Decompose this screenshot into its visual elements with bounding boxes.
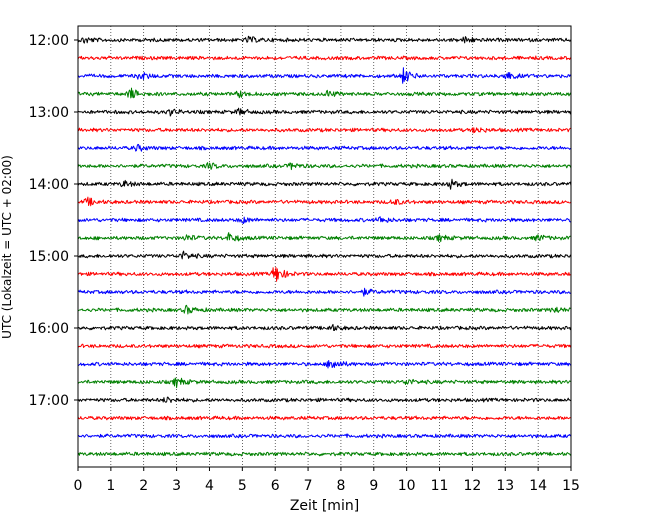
trace-1500 [77,250,572,260]
trace-1400 [77,178,572,190]
x-tick-label-15: 15 [562,478,580,494]
y-tick-label-4: 16:00 [29,321,69,337]
trace-1245 [77,87,572,99]
trace-1230 [77,67,572,84]
x-tick-label-5: 5 [238,478,247,494]
x-tick-label-0: 0 [74,478,83,494]
trace-1715 [77,415,572,421]
x-tick-label-4: 4 [205,478,214,494]
trace-1445 [77,232,572,243]
trace-1730 [77,433,572,439]
trace-1615 [77,343,572,349]
trace-1300 [77,107,572,117]
trace-1330 [77,143,572,152]
trace-series [77,35,572,457]
trace-1200 [77,35,572,44]
y-axis-ticks: 12:00 13:00 14:00 15:00 16:00 17:00 [29,33,78,409]
trace-1530 [77,287,572,297]
trace-1315 [77,127,572,134]
trace-1215 [77,55,572,61]
trace-1700 [77,396,572,403]
y-tick-label-3: 15:00 [29,249,69,265]
x-tick-label-11: 11 [431,478,449,494]
trace-1745 [77,451,572,457]
y-axis-label: UTC (Lokalzeit = UTC + 02:00) [0,155,14,339]
x-tick-label-8: 8 [336,478,345,494]
y-tick-label-2: 14:00 [29,177,69,193]
x-tick-label-1: 1 [106,478,115,494]
x-tick-label-6: 6 [271,478,280,494]
x-tick-label-12: 12 [463,478,481,494]
x-tick-label-2: 2 [139,478,148,494]
trace-1430 [77,216,572,224]
x-axis-label: Zeit [min] [290,498,359,514]
trace-1630 [77,360,572,369]
trace-1515 [77,266,572,282]
y-tick-label-1: 13:00 [29,105,69,121]
trace-1645 [77,377,572,389]
x-tick-label-9: 9 [369,478,378,494]
x-axis-ticks: 0 1 2 3 4 5 6 7 8 9 10 11 12 13 14 15 [74,467,580,494]
y-tick-label-5: 17:00 [29,393,69,409]
trace-1545 [77,304,572,315]
x-tick-label-10: 10 [398,478,416,494]
trace-1600 [77,323,572,331]
x-tick-label-3: 3 [172,478,181,494]
x-tick-label-7: 7 [304,478,313,494]
trace-1415 [77,196,572,207]
y-tick-label-0: 12:00 [29,33,69,49]
x-tick-label-13: 13 [496,478,514,494]
x-tick-label-14: 14 [529,478,547,494]
trace-1345 [77,162,572,171]
plot-frame [77,25,572,468]
